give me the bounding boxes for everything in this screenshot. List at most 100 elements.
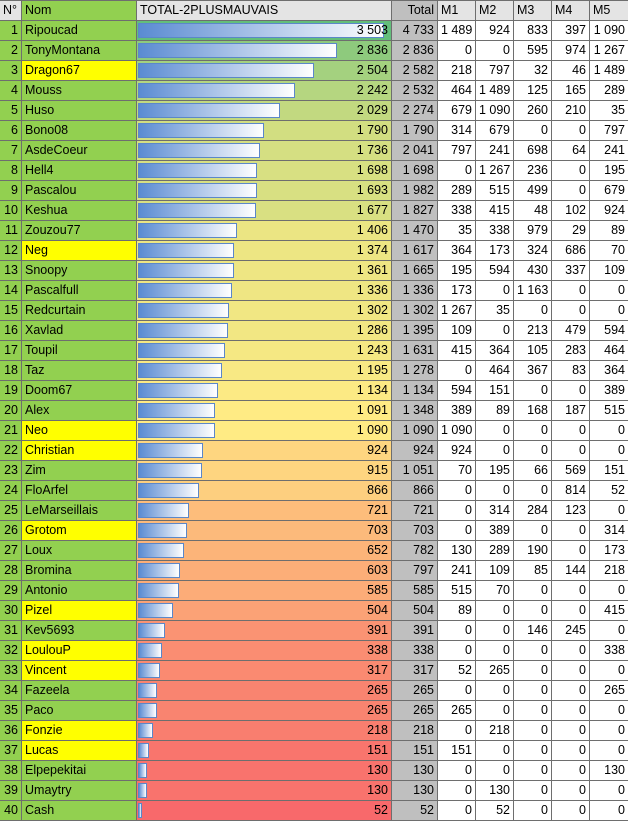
cell-text: 0 (579, 683, 586, 697)
cell-text: 130 (451, 543, 472, 557)
month-cell: 679 (476, 121, 513, 140)
total-cell: 4 733 (392, 21, 437, 40)
cell-text: Umaytry (25, 783, 72, 797)
cell-text: 924 (367, 443, 388, 457)
month-cell: 0 (438, 721, 475, 740)
cell-text: 0 (541, 603, 548, 617)
cell-text: 0 (465, 43, 472, 57)
total-cell: 1 790 (392, 121, 437, 140)
cell-text: 2 242 (356, 83, 388, 97)
cell-text: Bono08 (25, 123, 69, 137)
cell-text: Neo (25, 423, 48, 437)
month-cell: 0 (552, 661, 589, 680)
rank-cell: 26 (0, 521, 21, 540)
cell-text: 30 (4, 603, 18, 617)
cell-text: 190 (527, 543, 548, 557)
cell-text: 1 302 (356, 303, 388, 317)
total-cell: 265 (392, 681, 437, 700)
rank-cell: 19 (0, 381, 21, 400)
month-cell: 0 (590, 721, 628, 740)
cell-text: Grotom (25, 523, 67, 537)
cell-text: 31 (4, 623, 18, 637)
month-cell: 0 (514, 801, 551, 820)
cell-text: 0 (579, 383, 586, 397)
month-cell: 289 (590, 81, 628, 100)
name-cell: Mouss (22, 81, 136, 100)
month-cell: 367 (514, 361, 551, 380)
cell-text: 289 (489, 543, 510, 557)
cell-text: 46 (572, 63, 586, 77)
cell-text: 721 (367, 503, 388, 517)
cell-text: 0 (618, 783, 625, 797)
month-cell: 397 (552, 21, 589, 40)
month-cell: 64 (552, 141, 589, 160)
score-cell: 1 361 (137, 261, 391, 280)
cell-text: Pizel (25, 603, 53, 617)
cell-text: 0 (465, 763, 472, 777)
month-cell: 289 (476, 541, 513, 560)
month-cell: 389 (438, 401, 475, 420)
name-cell: Toupil (22, 341, 136, 360)
month-cell: 236 (514, 161, 551, 180)
cell-text: 0 (618, 623, 625, 637)
month-cell: 89 (438, 601, 475, 620)
month-cell: 85 (514, 561, 551, 580)
month-cell: 0 (438, 481, 475, 500)
month-cell: 35 (590, 101, 628, 120)
cell-text: M3 (517, 3, 535, 17)
month-cell: 0 (438, 521, 475, 540)
total-cell: 924 (392, 441, 437, 460)
month-cell: 0 (590, 441, 628, 460)
month-cell: 83 (552, 361, 589, 380)
month-cell: 698 (514, 141, 551, 160)
cell-text: 17 (4, 343, 18, 357)
month-cell: 0 (476, 441, 513, 460)
cell-text: 0 (541, 703, 548, 717)
cell-text: 289 (604, 83, 625, 97)
month-cell: 0 (590, 661, 628, 680)
month-cell: 241 (476, 141, 513, 160)
month-cell: 594 (438, 381, 475, 400)
cell-text: 5 (11, 103, 18, 117)
month-cell: 0 (552, 781, 589, 800)
month-cell: 284 (514, 501, 551, 520)
total-cell: 2 532 (392, 81, 437, 100)
month-cell: 0 (590, 801, 628, 820)
month-cell: 35 (438, 221, 475, 240)
cell-text: 0 (618, 443, 625, 457)
cell-text: 0 (579, 543, 586, 557)
month-cell: 324 (514, 241, 551, 260)
cell-text: 924 (451, 443, 472, 457)
cell-text: 0 (503, 743, 510, 757)
cell-text: Christian (25, 443, 75, 457)
data-bar (138, 443, 203, 458)
name-cell: Elpepekitai (22, 761, 136, 780)
cell-text: 187 (565, 403, 586, 417)
month-cell: 0 (438, 641, 475, 660)
cell-text: 338 (451, 203, 472, 217)
cell-text: 1 336 (356, 283, 388, 297)
total-cell: 130 (392, 781, 437, 800)
month-cell: 48 (514, 201, 551, 220)
data-bar (138, 243, 235, 258)
cell-text: 464 (604, 343, 625, 357)
cell-text: 0 (465, 483, 472, 497)
name-cell: Huso (22, 101, 136, 120)
score-cell: 3 503 (137, 21, 391, 40)
cell-text: 14 (4, 283, 18, 297)
score-cell: 585 (137, 581, 391, 600)
cell-text: 515 (451, 583, 472, 597)
month-cell: 515 (476, 181, 513, 200)
cell-text: 0 (503, 603, 510, 617)
rank-cell: 4 (0, 81, 21, 100)
header-cell: N° (0, 1, 21, 20)
month-cell: 190 (514, 541, 551, 560)
total-cell: 1 348 (392, 401, 437, 420)
cell-text: AsdeCoeur (25, 143, 88, 157)
month-cell: 29 (552, 221, 589, 240)
month-cell: 314 (476, 501, 513, 520)
score-cell: 2 242 (137, 81, 391, 100)
cell-text: 0 (503, 43, 510, 57)
cell-text: 89 (611, 223, 625, 237)
cell-text: 35 (4, 703, 18, 717)
